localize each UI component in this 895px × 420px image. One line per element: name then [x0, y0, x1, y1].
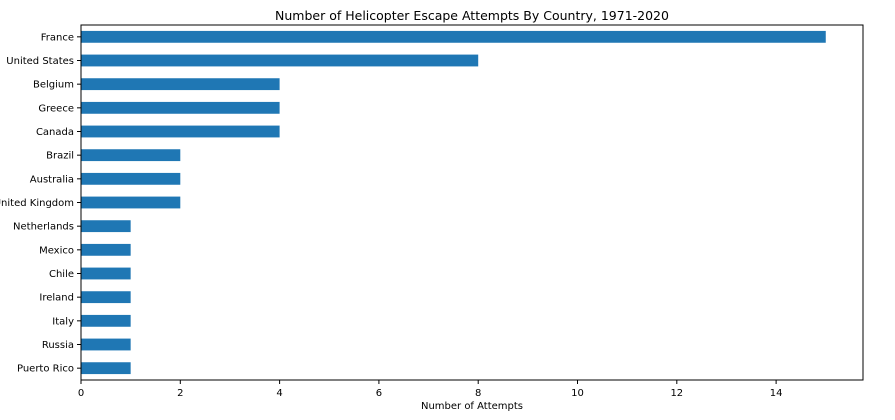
y-tick-label: Belgium: [33, 80, 74, 91]
bars-group: [81, 30, 826, 375]
y-tick-label: Mexico: [39, 245, 74, 256]
y-axis-ticks: France United States Belgium Greece Canada Br…: [0, 32, 81, 375]
y-tick-label: Ireland: [39, 293, 74, 304]
x-tick-label: 10: [571, 388, 584, 399]
y-tick-label: Brazil: [46, 151, 74, 162]
y-tick-label: Canada: [36, 127, 74, 138]
bar-australia: [81, 172, 181, 185]
bar-italy: [81, 314, 131, 327]
bar-greece: [81, 101, 280, 114]
y-tick-label: France: [41, 32, 74, 43]
bar-france: [81, 30, 826, 43]
bar-netherlands: [81, 220, 131, 233]
x-axis-ticks: 0 2 4 6 8 10 12 14: [78, 380, 783, 399]
x-tick-label: 8: [475, 388, 481, 399]
y-tick-label: United Kingdom: [0, 198, 74, 209]
bar-belgium: [81, 78, 280, 91]
y-tick-label: Netherlands: [13, 222, 74, 233]
plot-frame: [80, 24, 864, 381]
y-tick-label: Puerto Rico: [17, 364, 74, 375]
y-tick-label: Chile: [49, 269, 74, 280]
bar-mexico: [81, 243, 131, 256]
y-tick-label: Russia: [42, 340, 74, 351]
bar-brazil: [81, 149, 181, 162]
y-tick-label: Greece: [38, 103, 74, 114]
bar-canada: [81, 125, 280, 138]
bar-united-kingdom: [81, 196, 181, 209]
bar-russia: [81, 338, 131, 351]
y-tick-label: Australia: [30, 174, 74, 185]
y-tick-label: United States: [6, 56, 74, 67]
x-tick-label: 6: [376, 388, 382, 399]
bar-ireland: [81, 291, 131, 304]
y-tick-label: Italy: [52, 316, 74, 327]
x-tick-label: 12: [670, 388, 683, 399]
bar-united-states: [81, 54, 479, 67]
x-tick-label: 0: [78, 388, 84, 399]
x-tick-label: 2: [177, 388, 183, 399]
x-tick-label: 14: [770, 388, 783, 399]
bar-puerto-rico: [81, 362, 131, 375]
bar-chile: [81, 267, 131, 280]
x-tick-label: 4: [276, 388, 282, 399]
chart-title: Number of Helicopter Escape Attempts By …: [275, 8, 669, 23]
x-axis-label: Number of Attempts: [421, 401, 523, 412]
